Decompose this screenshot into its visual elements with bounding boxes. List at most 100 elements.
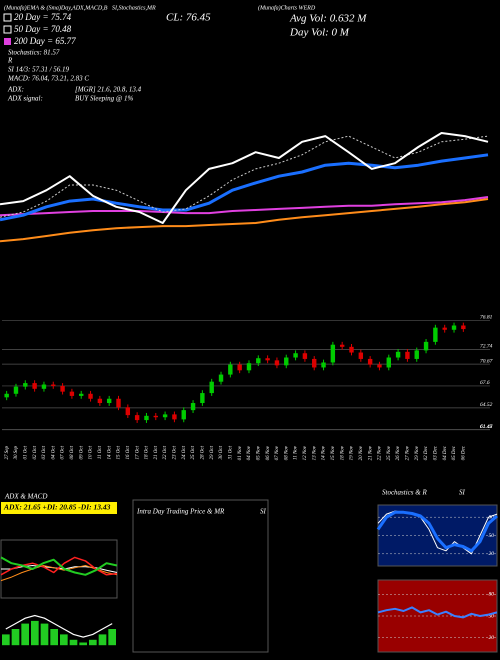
indicator-label: [MGR] 21.6, 20.8, 13.4 bbox=[75, 86, 142, 94]
macd-line bbox=[5, 614, 113, 638]
x-tick-label: 22 Oct bbox=[163, 445, 168, 459]
x-tick-label: 25 Nov bbox=[387, 445, 392, 460]
indicator-label: BUY Sleeping @ 1% bbox=[75, 95, 134, 103]
y-tick-label: 50 bbox=[489, 533, 495, 539]
ma-label: 200 Day = 65.77 bbox=[14, 36, 76, 46]
x-tick-label: 22 Nov bbox=[378, 445, 383, 460]
x-tick-label: 01 Nov bbox=[238, 445, 243, 460]
x-tick-label: 03 Dec bbox=[434, 445, 439, 460]
x-tick-label: 11 Oct bbox=[98, 445, 103, 459]
candle-body bbox=[442, 327, 447, 330]
close-price: CL: 76.45 bbox=[166, 12, 211, 24]
x-tick-label: 27 Nov bbox=[406, 445, 411, 460]
label-box bbox=[1, 502, 117, 514]
x-tick-label: 08 Nov bbox=[284, 445, 289, 460]
candle-body bbox=[190, 403, 196, 411]
series-line bbox=[0, 198, 489, 243]
candle-body bbox=[144, 415, 149, 421]
panel-frame bbox=[132, 499, 269, 653]
panel-title: Stochastics & R bbox=[382, 489, 427, 497]
series-line bbox=[376, 510, 498, 553]
candle-body bbox=[162, 414, 168, 418]
candle-body bbox=[339, 344, 345, 347]
candle-body bbox=[106, 398, 112, 404]
candle-body bbox=[386, 357, 391, 368]
series-line bbox=[0, 556, 118, 576]
ma-label: 50 Day = 70.48 bbox=[14, 24, 72, 34]
histogram-bar bbox=[89, 639, 97, 646]
candle-body bbox=[293, 353, 298, 358]
header-top: SI,Stochastics,MR bbox=[112, 5, 156, 11]
x-tick-label: 24 Oct bbox=[182, 445, 187, 459]
y-tick-label: 67.6 bbox=[480, 380, 490, 386]
x-tick-label: 25 Oct bbox=[191, 445, 196, 459]
adx-label: ADX: 21.65 +DI: 20.85 -DI: 13.43 bbox=[3, 503, 111, 512]
candle-body bbox=[451, 325, 457, 330]
x-tick-label: 19 Nov bbox=[350, 445, 355, 460]
x-tick-label: 04 Dec bbox=[443, 445, 448, 460]
candle-body bbox=[4, 393, 9, 398]
y-tick-label: 80 bbox=[489, 514, 495, 520]
candle-body bbox=[246, 363, 252, 371]
candle-body bbox=[200, 393, 205, 404]
histogram-bar bbox=[50, 629, 58, 646]
x-tick-label: 14 Oct bbox=[107, 445, 112, 459]
x-tick-label: 14 Nov bbox=[322, 445, 327, 460]
candle-body bbox=[377, 364, 382, 368]
candle-body bbox=[256, 358, 261, 364]
y-tick-label: 70.67 bbox=[480, 358, 493, 364]
candle-body bbox=[461, 325, 466, 330]
y-tick-label: 72.74 bbox=[480, 343, 493, 350]
x-tick-label: 31 Oct bbox=[228, 445, 233, 459]
candle-body bbox=[23, 383, 28, 387]
histogram-bar bbox=[31, 620, 39, 646]
header-top: (Munafa)Charts WERD bbox=[258, 4, 316, 11]
x-tick-label: 01 Oct bbox=[23, 445, 28, 459]
candle-body bbox=[218, 374, 224, 382]
x-tick-label: 10 Oct bbox=[89, 445, 94, 459]
panel-title: ADX & MACD bbox=[4, 493, 47, 501]
indicator-label: R bbox=[7, 57, 13, 65]
indicator-label: MACD: 76.04, 73.21, 2.83 C bbox=[7, 75, 89, 83]
indicator-label: ADX: bbox=[7, 86, 24, 94]
x-tick-label: 23 Oct bbox=[173, 445, 178, 459]
x-tick-label: 30 Sep bbox=[14, 446, 19, 460]
histogram-bar bbox=[98, 634, 107, 646]
candle-body bbox=[395, 351, 401, 358]
x-tick-label: 06 Nov bbox=[266, 445, 271, 460]
candle-body bbox=[423, 341, 429, 351]
x-tick-label: 05 Nov bbox=[256, 445, 261, 460]
avg-vol: Avg Vol: 0.632 M bbox=[289, 13, 367, 25]
panel-title: SI bbox=[459, 489, 466, 497]
day-vol: Day Vol: 0 M bbox=[289, 27, 350, 39]
x-tick-label: 04 Oct bbox=[51, 445, 56, 459]
candle-body bbox=[414, 350, 419, 359]
candle-body bbox=[312, 358, 317, 368]
indicator-label: ADX signal: bbox=[7, 95, 43, 103]
candle-body bbox=[284, 357, 289, 366]
candle-body bbox=[209, 381, 214, 394]
legend-swatch bbox=[3, 13, 12, 22]
candle-body bbox=[32, 383, 37, 389]
x-tick-label: 15 Nov bbox=[331, 445, 336, 460]
x-tick-label: 02 Dec bbox=[424, 445, 429, 460]
x-tick-label: 13 Nov bbox=[312, 445, 317, 460]
candle-body bbox=[69, 391, 75, 396]
x-tick-label: 08 Oct bbox=[70, 445, 75, 459]
candle-body bbox=[41, 384, 47, 389]
candle-body bbox=[88, 393, 93, 399]
candle-body bbox=[60, 385, 65, 392]
x-tick-label: 29 Oct bbox=[210, 445, 215, 459]
x-tick-label: 04 Nov bbox=[247, 445, 252, 460]
x-tick-label: 07 Oct bbox=[61, 445, 66, 459]
ma-label: 20 Day = 75.74 bbox=[14, 12, 72, 22]
y-tick-label: 20 bbox=[489, 635, 495, 641]
series-line bbox=[0, 153, 489, 222]
x-tick-label: 07 Nov bbox=[275, 445, 280, 460]
candle-body bbox=[116, 398, 121, 408]
y-tick-label: 61.45 bbox=[480, 423, 493, 430]
y-tick-label: 61.47 bbox=[480, 423, 493, 430]
histogram-bar bbox=[60, 634, 68, 646]
